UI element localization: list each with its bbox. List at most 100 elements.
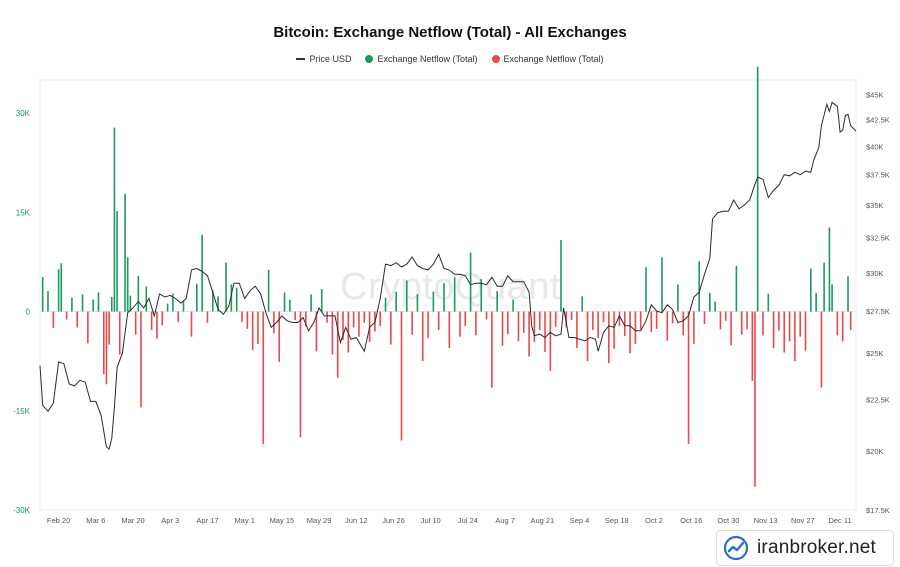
netflow-bar-outflow[interactable] — [650, 311, 653, 333]
netflow-bar-inflow[interactable] — [230, 284, 233, 312]
netflow-bar-outflow[interactable] — [411, 311, 413, 335]
netflow-bar-outflow[interactable] — [804, 311, 807, 351]
price-line[interactable] — [39, 101, 857, 450]
netflow-bar-outflow[interactable] — [262, 311, 265, 444]
legend-item-netflow-outflow[interactable]: Exchange Netflow (Total) — [491, 54, 604, 64]
netflow-bar-outflow[interactable] — [549, 311, 552, 372]
netflow-bar-outflow[interactable] — [517, 311, 520, 342]
netflow-bar-inflow[interactable] — [767, 293, 770, 312]
netflow-bar-inflow[interactable] — [469, 252, 472, 312]
netflow-bar-outflow[interactable] — [799, 311, 801, 337]
netflow-bar-inflow[interactable] — [267, 269, 270, 312]
netflow-bar-outflow[interactable] — [257, 311, 259, 344]
netflow-bar-inflow[interactable] — [235, 287, 238, 312]
netflow-bar-outflow[interactable] — [52, 311, 55, 329]
netflow-bar-outflow[interactable] — [639, 311, 642, 330]
netflow-bar-outflow[interactable] — [522, 311, 525, 333]
netflow-bar-inflow[interactable] — [709, 293, 711, 312]
netflow-bar-outflow[interactable] — [421, 311, 424, 362]
netflow-bar-outflow[interactable] — [570, 311, 573, 321]
netflow-bar-inflow[interactable] — [289, 299, 291, 312]
netflow-bar-inflow[interactable] — [320, 289, 323, 312]
netflow-bar-outflow[interactable] — [278, 311, 281, 362]
netflow-bar-outflow[interactable] — [754, 311, 756, 487]
netflow-bar-outflow[interactable] — [134, 311, 137, 335]
netflow-bar-outflow[interactable] — [618, 311, 621, 327]
netflow-bar-outflow[interactable] — [464, 311, 467, 327]
netflow-bar-outflow[interactable] — [565, 311, 568, 328]
netflow-bar-outflow[interactable] — [161, 311, 164, 326]
netflow-bar-inflow[interactable] — [714, 301, 716, 312]
netflow-bar-inflow[interactable] — [211, 290, 214, 312]
netflow-bar-outflow[interactable] — [352, 311, 355, 328]
netflow-bar-outflow[interactable] — [190, 311, 193, 337]
netflow-bar-outflow[interactable] — [507, 311, 509, 335]
netflow-bar-inflow[interactable] — [124, 193, 126, 312]
netflow-bar-outflow[interactable] — [634, 311, 637, 344]
netflow-bar-inflow[interactable] — [831, 284, 833, 312]
netflow-bar-inflow[interactable] — [71, 297, 73, 312]
netflow-bar-outflow[interactable] — [788, 311, 791, 342]
netflow-bar-outflow[interactable] — [336, 311, 339, 378]
netflow-bar-outflow[interactable] — [342, 311, 344, 340]
netflow-bar-outflow[interactable] — [363, 311, 366, 323]
netflow-bar-inflow[interactable] — [126, 257, 129, 312]
netflow-bar-outflow[interactable] — [241, 311, 243, 323]
netflow-bar-outflow[interactable] — [849, 311, 852, 331]
netflow-bar-outflow[interactable] — [326, 311, 328, 323]
netflow-bar-outflow[interactable] — [778, 311, 780, 331]
netflow-bar-inflow[interactable] — [581, 296, 584, 312]
netflow-bar-outflow[interactable] — [554, 311, 557, 327]
netflow-bar-outflow[interactable] — [597, 311, 599, 338]
netflow-bar-outflow[interactable] — [65, 311, 68, 320]
netflow-bar-inflow[interactable] — [496, 291, 498, 312]
netflow-bar-outflow[interactable] — [102, 311, 105, 375]
netflow-bar-outflow[interactable] — [538, 311, 541, 331]
netflow-bar-outflow[interactable] — [294, 311, 296, 321]
netflow-bar-outflow[interactable] — [108, 311, 110, 345]
netflow-bar-outflow[interactable] — [576, 311, 578, 348]
netflow-bar-inflow[interactable] — [129, 295, 132, 312]
netflow-bar-outflow[interactable] — [448, 311, 451, 348]
netflow-bar-inflow[interactable] — [810, 268, 812, 312]
netflow-bar-outflow[interactable] — [724, 311, 727, 321]
netflow-bar-inflow[interactable] — [225, 262, 227, 312]
netflow-bar-inflow[interactable] — [92, 299, 94, 312]
netflow-bar-inflow[interactable] — [384, 297, 387, 312]
netflow-bar-inflow[interactable] — [677, 284, 679, 312]
netflow-bar-outflow[interactable] — [315, 311, 318, 352]
netflow-bar-outflow[interactable] — [273, 311, 275, 334]
netflow-bar-outflow[interactable] — [592, 311, 594, 331]
netflow-bar-inflow[interactable] — [137, 275, 140, 312]
netflow-bar-outflow[interactable] — [794, 311, 796, 362]
netflow-bar-inflow[interactable] — [815, 293, 817, 312]
netflow-bar-inflow[interactable] — [823, 262, 825, 312]
netflow-bar-inflow[interactable] — [756, 66, 759, 312]
netflow-bar-outflow[interactable] — [390, 311, 392, 345]
netflow-bar-inflow[interactable] — [217, 296, 219, 312]
netflow-bar-outflow[interactable] — [427, 311, 429, 338]
netflow-bar-inflow[interactable] — [661, 257, 663, 312]
netflow-bar-outflow[interactable] — [459, 311, 461, 337]
netflow-bar-outflow[interactable] — [299, 311, 302, 438]
netflow-bar-inflow[interactable] — [196, 283, 198, 312]
netflow-bar-inflow[interactable] — [443, 283, 445, 312]
netflow-bar-inflow[interactable] — [201, 234, 203, 312]
netflow-bar-outflow[interactable] — [841, 311, 844, 342]
netflow-bar-outflow[interactable] — [544, 311, 546, 352]
netflow-bar-outflow[interactable] — [533, 311, 536, 342]
netflow-bar-inflow[interactable] — [113, 127, 116, 312]
netflow-bar-inflow[interactable] — [47, 291, 49, 312]
netflow-bar-inflow[interactable] — [828, 227, 831, 312]
netflow-bar-inflow[interactable] — [60, 263, 63, 312]
netflow-bar-inflow[interactable] — [453, 277, 456, 312]
netflow-bar-inflow[interactable] — [847, 276, 849, 312]
netflow-bar-outflow[interactable] — [602, 311, 605, 323]
netflow-bar-outflow[interactable] — [87, 311, 89, 344]
netflow-bar-outflow[interactable] — [118, 311, 121, 355]
netflow-bar-outflow[interactable] — [703, 311, 706, 325]
netflow-bar-inflow[interactable] — [97, 292, 100, 312]
netflow-bar-outflow[interactable] — [762, 311, 764, 336]
netflow-bar-outflow[interactable] — [666, 311, 669, 341]
netflow-bar-inflow[interactable] — [698, 261, 700, 312]
